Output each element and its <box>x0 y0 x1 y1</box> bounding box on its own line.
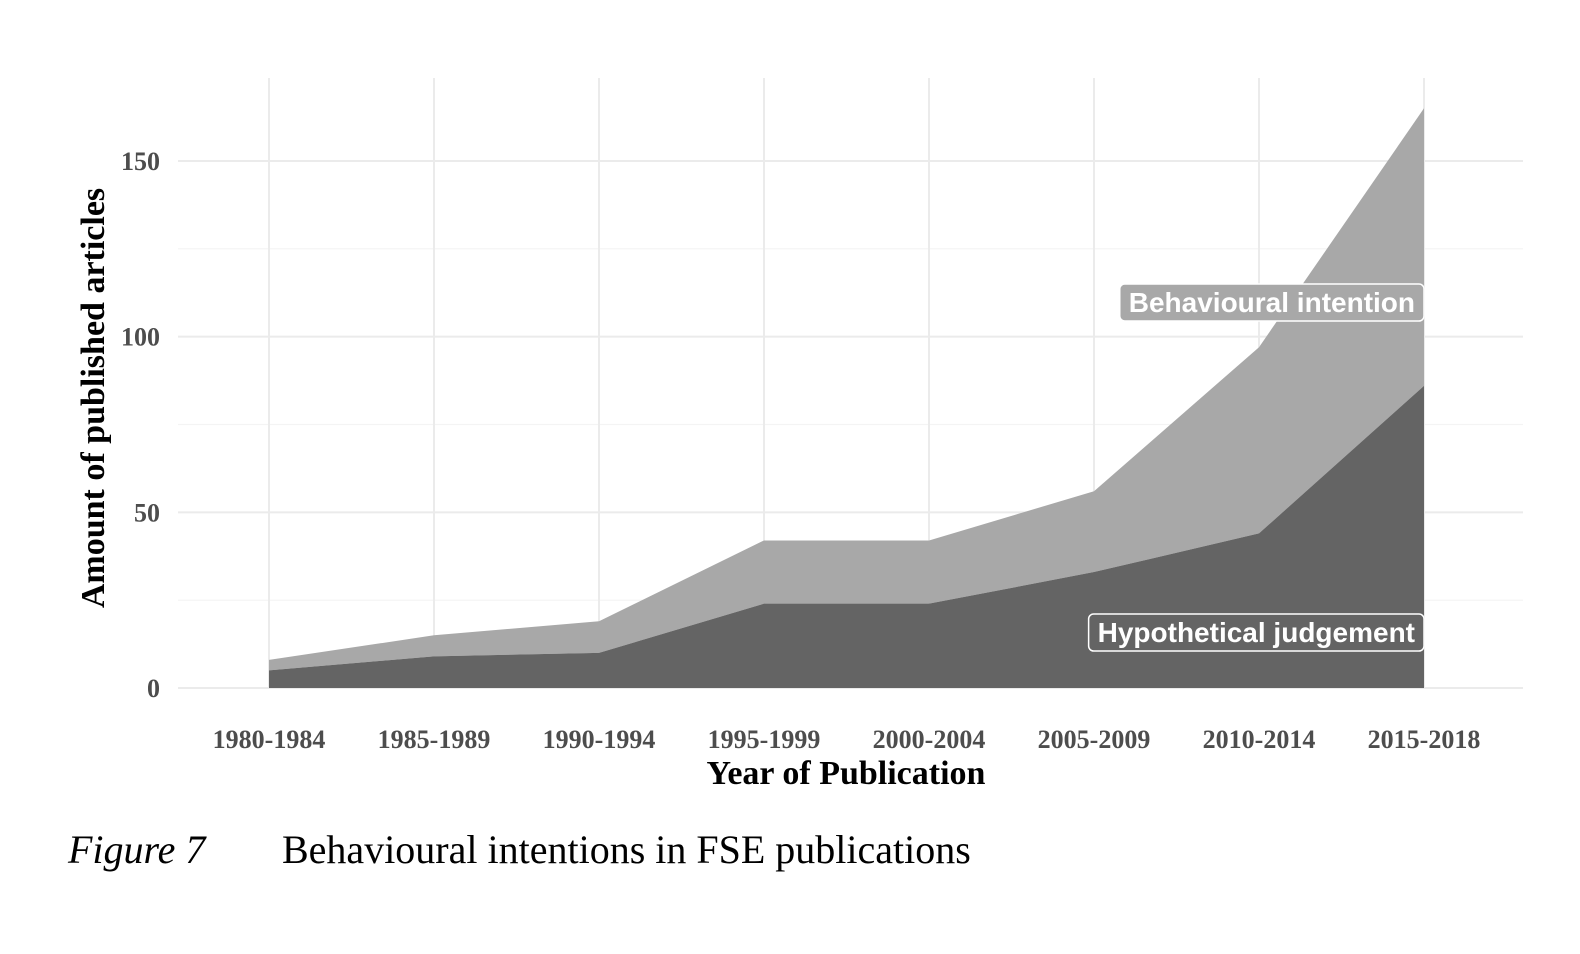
area-behavioural-intention <box>269 108 1424 671</box>
x-tick-label: 2015-2018 <box>1368 725 1481 754</box>
label-text: Hypothetical judgement <box>1098 617 1415 648</box>
areas <box>269 108 1424 688</box>
x-tick-label: 1980-1984 <box>213 725 326 754</box>
label-box <box>1087 613 1425 652</box>
figure-label: Figure 7 <box>68 827 206 872</box>
figure-caption-text: Behavioural intentions in FSE publicatio… <box>282 827 971 872</box>
x-tick-label: 1990-1994 <box>543 725 656 754</box>
y-axis-ticks: 0 50 100 150 <box>121 147 160 703</box>
y-tick-label: 0 <box>147 674 160 703</box>
x-axis-ticks: 1980-1984 1985-1989 1990-1994 1995-1999 2000… <box>213 725 1481 754</box>
y-tick-label: 50 <box>134 498 160 527</box>
area-labels: Behavioural intention Hypothetical judgem… <box>1087 283 1425 652</box>
label-text: Behavioural intention <box>1129 287 1415 318</box>
figure-caption: Figure 7 Behavioural intentions in FSE pu… <box>68 826 971 873</box>
y-tick-label: 100 <box>121 323 160 352</box>
y-axis-title: Amount of published articles <box>75 188 112 608</box>
x-tick-label: 1995-1999 <box>708 725 821 754</box>
x-tick-label: 2000-2004 <box>873 725 986 754</box>
label-box <box>1119 283 1425 322</box>
x-tick-label: 2010-2014 <box>1203 725 1316 754</box>
area-label-behavioural: Behavioural intention <box>1119 283 1425 322</box>
y-tick-label: 150 <box>121 147 160 176</box>
x-tick-label: 1985-1989 <box>378 725 491 754</box>
area-label-hypothetical: Hypothetical judgement <box>1087 613 1425 652</box>
stacked-area-chart: 0 50 100 150 1980-1984 1985-1989 1990-1994 199… <box>75 78 1523 792</box>
x-axis-title: Year of Publication <box>707 755 986 792</box>
area-hypothetical-judgement <box>269 385 1424 688</box>
x-tick-label: 2005-2009 <box>1038 725 1151 754</box>
